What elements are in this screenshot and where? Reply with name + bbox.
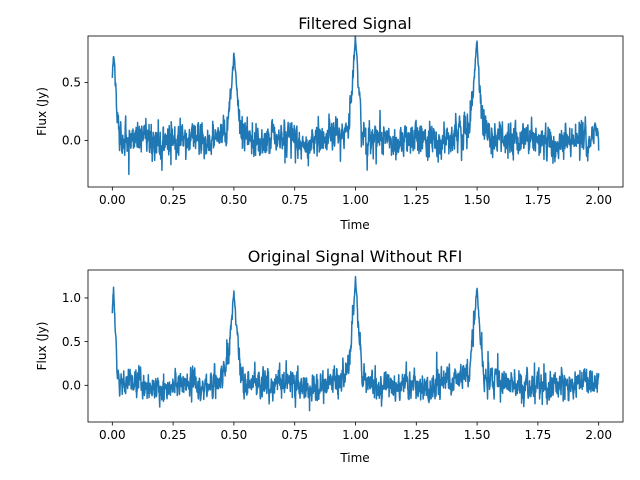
filtered-signal-x-tick-label: 1.25 bbox=[403, 193, 430, 207]
original-signal-y-tick-label: 0.0 bbox=[62, 379, 81, 393]
filtered-signal-x-tick-label: 1.00 bbox=[342, 193, 369, 207]
filtered-signal-x-tick-label: 0.75 bbox=[281, 193, 308, 207]
original-signal-series-line bbox=[111, 275, 600, 412]
filtered-signal-x-tick-label: 2.00 bbox=[585, 193, 612, 207]
filtered-signal-x-tick-label: 1.50 bbox=[464, 193, 491, 207]
original-signal-x-tick-label: 0.25 bbox=[160, 428, 187, 442]
original-signal-x-tick-label: 0.50 bbox=[221, 428, 248, 442]
original-signal-x-label: Time bbox=[339, 451, 369, 465]
filtered-signal-x-ticks: 0.00 0.25 0.50 0.75 1.00 1.25 1.50 1.75 2.00 bbox=[99, 187, 612, 207]
original-signal-x-tick-label: 2.00 bbox=[585, 428, 612, 442]
original-signal-x-tick-label: 1.75 bbox=[525, 428, 552, 442]
original-signal-y-ticks: 0.0 0.5 1.0 bbox=[62, 291, 88, 393]
original-signal-axes-frame bbox=[87, 269, 624, 423]
original-signal-x-tick-label: 0.75 bbox=[281, 428, 308, 442]
filtered-signal-y-tick-label: 0.0 bbox=[62, 134, 81, 148]
original-signal-x-ticks: 0.00 0.25 0.50 0.75 1.00 1.25 1.50 1.75 2.00 bbox=[99, 422, 612, 442]
filtered-signal-x-tick-label: 0.50 bbox=[221, 193, 248, 207]
original-signal-x-tick-label: 1.50 bbox=[464, 428, 491, 442]
filtered-signal-title: Filtered Signal bbox=[298, 14, 412, 33]
filtered-signal-x-tick-label: 0.25 bbox=[160, 193, 187, 207]
filtered-signal-series-line bbox=[111, 35, 600, 176]
filtered-signal-panel: Filtered Signal 0.00 0.25 0.50 0.75 1.00 1.25… bbox=[35, 14, 624, 232]
filtered-signal-y-label: Flux (Jy) bbox=[35, 87, 49, 136]
original-signal-x-tick-label: 1.00 bbox=[342, 428, 369, 442]
original-signal-y-tick-label: 0.5 bbox=[62, 335, 81, 349]
filtered-signal-axes-frame bbox=[87, 35, 624, 188]
filtered-signal-x-tick-label: 1.75 bbox=[525, 193, 552, 207]
filtered-signal-y-ticks: 0.0 0.5 bbox=[62, 76, 88, 148]
original-signal-x-tick-label: 1.25 bbox=[403, 428, 430, 442]
filtered-signal-x-label: Time bbox=[339, 218, 369, 232]
filtered-signal-x-tick-label: 0.00 bbox=[99, 193, 126, 207]
original-signal-title: Original Signal Without RFI bbox=[248, 247, 463, 266]
original-signal-y-label: Flux (Jy) bbox=[35, 322, 49, 371]
original-signal-y-tick-label: 1.0 bbox=[62, 291, 81, 305]
original-signal-panel: Original Signal Without RFI 0.00 0.25 0.50… bbox=[35, 247, 624, 465]
filtered-signal-y-tick-label: 0.5 bbox=[62, 76, 81, 90]
original-signal-x-tick-label: 0.00 bbox=[99, 428, 126, 442]
